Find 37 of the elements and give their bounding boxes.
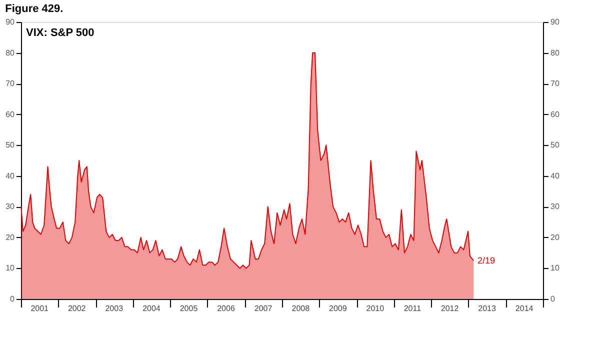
- chart-subtitle: VIX: S&P 500: [26, 27, 94, 39]
- x-tick-label: 2003: [105, 304, 124, 313]
- x-tick-label: 2002: [68, 304, 86, 313]
- y2-tick-label: 20: [550, 232, 560, 242]
- y-tick-label: 70: [6, 79, 16, 88]
- x-tick-label: 2006: [217, 304, 236, 313]
- y2-tick-label: 70: [550, 79, 560, 88]
- x-tick-label: 2010: [366, 304, 385, 313]
- y2-tick-label: 90: [550, 18, 560, 26]
- x-tick-label: 2005: [180, 304, 198, 313]
- chart-title: Figure 429.: [5, 3, 64, 15]
- y2-tick-label: 0: [550, 294, 556, 304]
- x-tick-label: 2014: [515, 304, 534, 313]
- x-tick-label: 2004: [142, 304, 161, 313]
- y-tick-label: 10: [6, 264, 16, 273]
- y2-tick-label: 30: [550, 202, 560, 212]
- annotation: 2/19: [477, 256, 496, 266]
- x-tick-label: 2008: [292, 304, 310, 313]
- x-tick-label: 2011: [404, 304, 422, 313]
- y-tick-label: 80: [6, 48, 16, 58]
- y2-tick-label: 10: [550, 264, 560, 273]
- x-tick-label: 2013: [478, 304, 496, 313]
- y-tick-label: 60: [6, 110, 16, 119]
- y-tick-label: 20: [6, 232, 16, 242]
- y-tick-label: 0: [10, 294, 16, 304]
- y-tick-label: 30: [6, 202, 16, 212]
- x-tick-label: 2012: [440, 304, 460, 313]
- y-tick-label: 90: [6, 18, 16, 26]
- x-tick-label: 2007: [254, 304, 273, 313]
- y2-tick-label: 40: [550, 171, 560, 180]
- y2-tick-label: 50: [550, 140, 560, 150]
- y2-tick-label: 80: [550, 48, 560, 58]
- x-tick-label: 2001: [30, 304, 50, 313]
- y-tick-label: 40: [6, 171, 16, 180]
- y-tick-label: 50: [6, 140, 16, 150]
- x-tick-label: 2009: [328, 304, 348, 313]
- y2-tick-label: 60: [550, 110, 560, 119]
